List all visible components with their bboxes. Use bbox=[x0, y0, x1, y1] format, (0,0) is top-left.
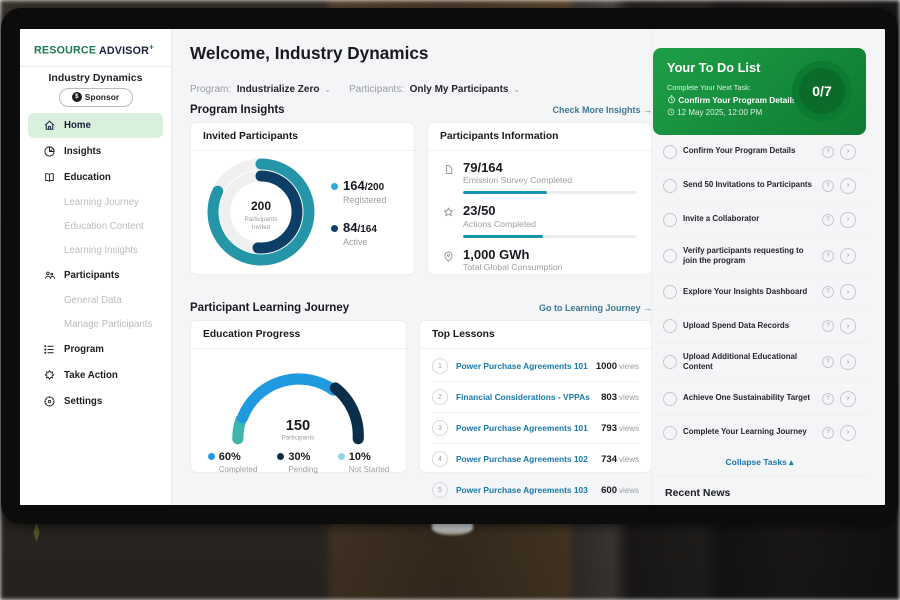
svg-text:150: 150 bbox=[286, 418, 310, 434]
svg-text:Participants: Participants bbox=[282, 435, 315, 442]
svg-text:Participants: Participants bbox=[245, 216, 278, 223]
svg-text:200: 200 bbox=[251, 199, 271, 213]
svg-text:Invited: Invited bbox=[252, 224, 271, 231]
